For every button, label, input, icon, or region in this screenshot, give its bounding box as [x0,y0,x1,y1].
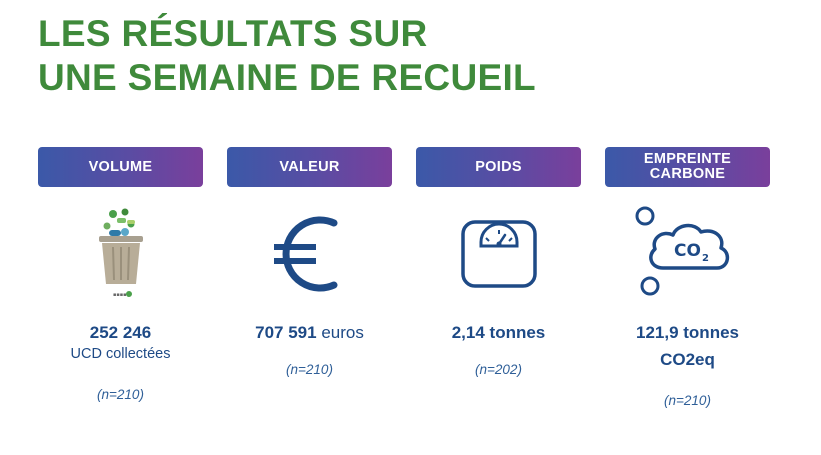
svg-text:CO: CO [674,241,701,261]
co2-cloud-icon: CO 2 [605,199,770,309]
card-volume: VOLUME ▪▪▪▪▪ 252 246 UCD collectées (n=2… [38,147,203,402]
sub-empreinte-carbone: CO2eq [660,350,715,369]
value-bold: 121,9 tonnes [636,323,739,342]
title-line-1: LES RÉSULTATS SUR [38,13,428,54]
value-bold: 252 246 [89,323,152,342]
n-volume: (n=210) [97,387,144,402]
badge-poids: POIDS [416,147,581,187]
badge-empreinte-carbone: EMPREINTE CARBONE [605,147,770,187]
value-poids: 2,14 tonnes [416,322,581,344]
svg-text:▪▪▪▪▪: ▪▪▪▪▪ [113,292,130,298]
sub-volume: UCD collectées [70,346,171,362]
card-empreinte-carbone: EMPREINTE CARBONE CO 2 121,9 tonnes CO2e… [605,147,770,408]
n-empreinte-carbone: (n=210) [664,393,711,408]
badge-volume: VOLUME [38,147,203,187]
value-valeur: 707 591 euros [227,322,392,344]
badge-label: VALEUR [279,158,340,175]
value-volume: 252 246 [38,322,203,344]
scale-icon [416,199,581,309]
badge-label: EMPREINTE CARBONE [643,151,732,182]
card-valeur: VALEUR 707 591 euros (n=210) [227,147,392,377]
n-valeur: (n=210) [286,362,333,377]
n-poids: (n=202) [475,362,522,377]
card-poids: POIDS 2,14 tonnes (n=202) [416,147,581,377]
value-bold: 2,14 tonnes [451,323,546,342]
badge-label: VOLUME [88,158,153,175]
value-bold: 707 591 [255,323,317,342]
badge-label: POIDS [475,158,522,175]
badge-valeur: VALEUR [227,147,392,187]
title-line-2: UNE SEMAINE DE RECUEIL [38,57,536,98]
euro-icon [227,199,392,309]
svg-text:2: 2 [702,253,709,264]
page-title: LES RÉSULTATS SUR UNE SEMAINE DE RECUEIL [38,12,536,100]
value-rest: euros [316,323,364,342]
trash-bin-icon: ▪▪▪▪▪ [38,199,203,309]
value-empreinte-carbone: 121,9 tonnes [605,322,770,344]
